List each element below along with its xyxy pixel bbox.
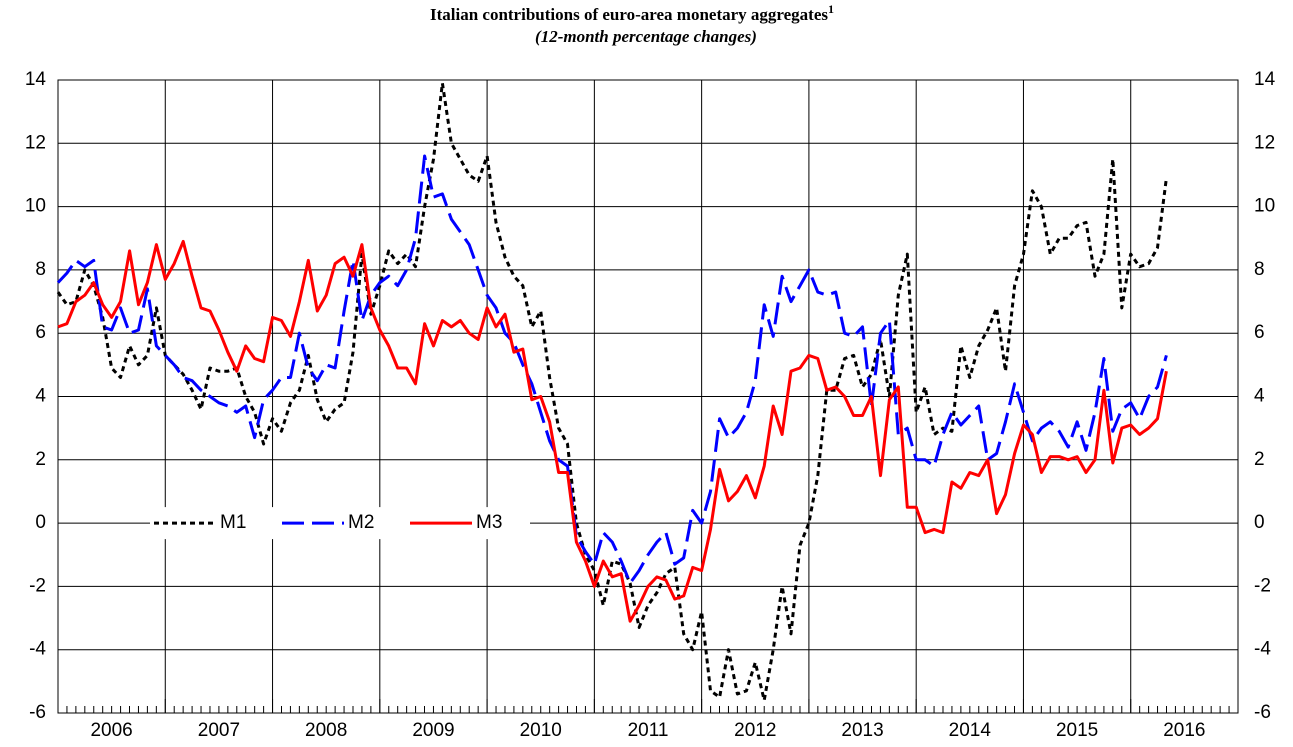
y-tick-label: -2 (29, 575, 46, 596)
y-tick-label: 14 (25, 69, 47, 90)
x-tick-label: 2012 (734, 720, 776, 741)
y-tick-label: -4 (29, 639, 46, 660)
title-note: 1 (828, 2, 834, 16)
legend-label: M1 (220, 512, 246, 533)
y-tick-label: 2 (35, 449, 46, 470)
series-line (57, 239, 1168, 623)
plot-frame (57, 79, 1239, 714)
x-tick-label: 2007 (198, 720, 240, 741)
y-tick-label: 10 (25, 196, 46, 217)
y-tick-label: -6 (29, 702, 46, 723)
legend-box (150, 507, 530, 540)
y2-tick-label: 4 (1254, 386, 1265, 407)
x-tick-label: 2013 (841, 720, 883, 741)
y2-tick-label: 0 (1254, 512, 1265, 533)
x-tick-label: 2016 (1163, 720, 1205, 741)
y2-tick-label: -4 (1254, 639, 1271, 660)
y-tick-label: 12 (25, 132, 46, 153)
series-line (56, 81, 1168, 702)
x-tick-label: 2010 (520, 720, 562, 741)
y2-tick-label: 8 (1254, 259, 1265, 280)
x-tick-label: 2011 (628, 720, 669, 741)
x-tick-label: 2009 (412, 720, 454, 741)
y-tick-label: 4 (35, 386, 46, 407)
y2-tick-label: -6 (1254, 702, 1271, 723)
y2-tick-label: 12 (1254, 132, 1275, 153)
y-tick-label: 0 (35, 512, 46, 533)
series-line (56, 154, 1168, 585)
y2-tick-label: 10 (1254, 196, 1275, 217)
y2-tick-label: 14 (1254, 69, 1276, 90)
y2-tick-label: 6 (1254, 322, 1265, 343)
chart-title: Italian contributions of euro-area monet… (430, 2, 834, 24)
legend-label: M2 (348, 512, 374, 533)
y-tick-label: 6 (35, 322, 46, 343)
x-tick-label: 2008 (305, 720, 347, 741)
chart-subtitle: (12-month percentage changes) (535, 27, 757, 46)
y-tick-label: 8 (35, 259, 46, 280)
x-tick-label: 2006 (90, 720, 132, 741)
x-tick-label: 2015 (1056, 720, 1098, 741)
legend: M1 M2 M3 (150, 507, 530, 540)
y2-tick-label: 2 (1254, 449, 1265, 470)
legend-label: M3 (476, 512, 502, 533)
title-text: Italian contributions of euro-area monet… (430, 5, 828, 24)
x-tick-label: 2014 (949, 720, 992, 741)
y2-tick-label: -2 (1254, 575, 1271, 596)
